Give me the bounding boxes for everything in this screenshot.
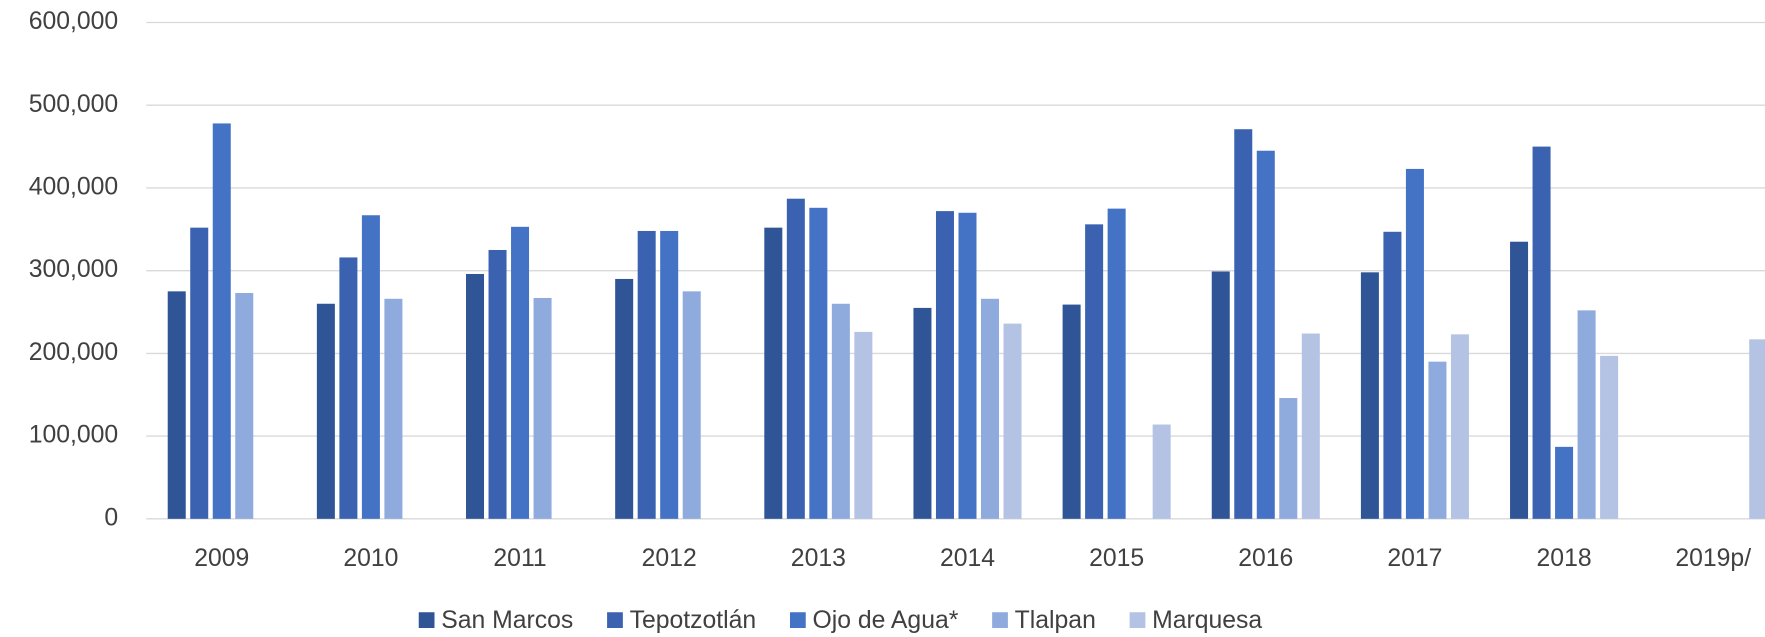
x-tick-label: 2016: [1238, 545, 1293, 572]
bar: [1405, 168, 1424, 519]
x-tick-label: 2012: [642, 545, 697, 572]
bar: [615, 278, 634, 519]
x-tick-label: 2014: [940, 545, 995, 572]
bar: [1107, 208, 1126, 519]
legend-label: Tlalpan: [1015, 607, 1096, 634]
bar: [1600, 355, 1619, 519]
bar: [488, 249, 507, 519]
bar: [1234, 129, 1253, 519]
x-tick-label: 2013: [791, 545, 846, 572]
bar: [854, 331, 873, 519]
y-tick-label: 500,000: [29, 91, 118, 118]
bar: [1510, 241, 1529, 519]
bar: [682, 291, 701, 519]
bar: [958, 212, 977, 519]
bar: [533, 297, 552, 519]
bar: [384, 298, 403, 519]
bar: [1152, 424, 1171, 519]
bar: [980, 298, 1000, 519]
bar: [1062, 304, 1081, 519]
bar: [1301, 333, 1320, 519]
bar: [511, 226, 530, 519]
bar: [637, 230, 656, 519]
bar: [1428, 361, 1447, 519]
bar: [339, 257, 358, 519]
bar: [1532, 146, 1551, 519]
bar: [1555, 446, 1574, 519]
bar: [786, 198, 805, 519]
y-tick-label: 600,000: [29, 8, 118, 35]
bar: [235, 293, 254, 519]
x-tick-label: 2019p/: [1675, 545, 1751, 572]
legend-swatch: [1129, 612, 1146, 628]
bar: [1749, 339, 1765, 519]
legend-swatch: [789, 612, 806, 628]
bar: [1450, 334, 1469, 519]
bar: [466, 273, 485, 519]
legend-label: Ojo de Agua*: [812, 607, 958, 634]
bar: [316, 303, 335, 519]
legend-swatch: [607, 612, 623, 628]
legend-label: Tepotzotlán: [630, 607, 757, 634]
bar: [764, 227, 783, 519]
bar: [190, 227, 209, 519]
bar: [1383, 231, 1402, 519]
bar: [1279, 398, 1298, 519]
bar: [1577, 310, 1596, 519]
x-tick-label: 2010: [343, 545, 398, 572]
x-tick-label: 2009: [194, 545, 249, 572]
bar: [1211, 271, 1230, 519]
bar: [167, 291, 186, 519]
legend-label: Marquesa: [1152, 607, 1262, 634]
bar: [1003, 323, 1022, 519]
y-tick-label: 100,000: [29, 422, 118, 449]
bar: [1256, 150, 1275, 519]
y-tick-label: 400,000: [29, 173, 118, 200]
x-tick-label: 2011: [493, 545, 546, 572]
bar: [913, 307, 932, 519]
bar: [361, 215, 380, 519]
legend-swatch: [992, 612, 1008, 628]
bar: [935, 211, 954, 519]
bar: [831, 303, 850, 519]
bar: [809, 207, 828, 519]
legend-swatch: [418, 612, 435, 628]
bar: [212, 123, 231, 519]
y-tick-label: 0: [104, 504, 118, 531]
legend-label: San Marcos: [441, 607, 573, 634]
x-tick-label: 2018: [1537, 545, 1592, 572]
bar: [1085, 224, 1104, 519]
bar: [660, 230, 679, 519]
x-tick-label: 2017: [1387, 545, 1442, 572]
bar: [1360, 272, 1379, 519]
y-tick-label: 300,000: [29, 256, 118, 283]
x-tick-label: 2015: [1089, 545, 1144, 572]
y-tick-label: 200,000: [29, 339, 118, 366]
